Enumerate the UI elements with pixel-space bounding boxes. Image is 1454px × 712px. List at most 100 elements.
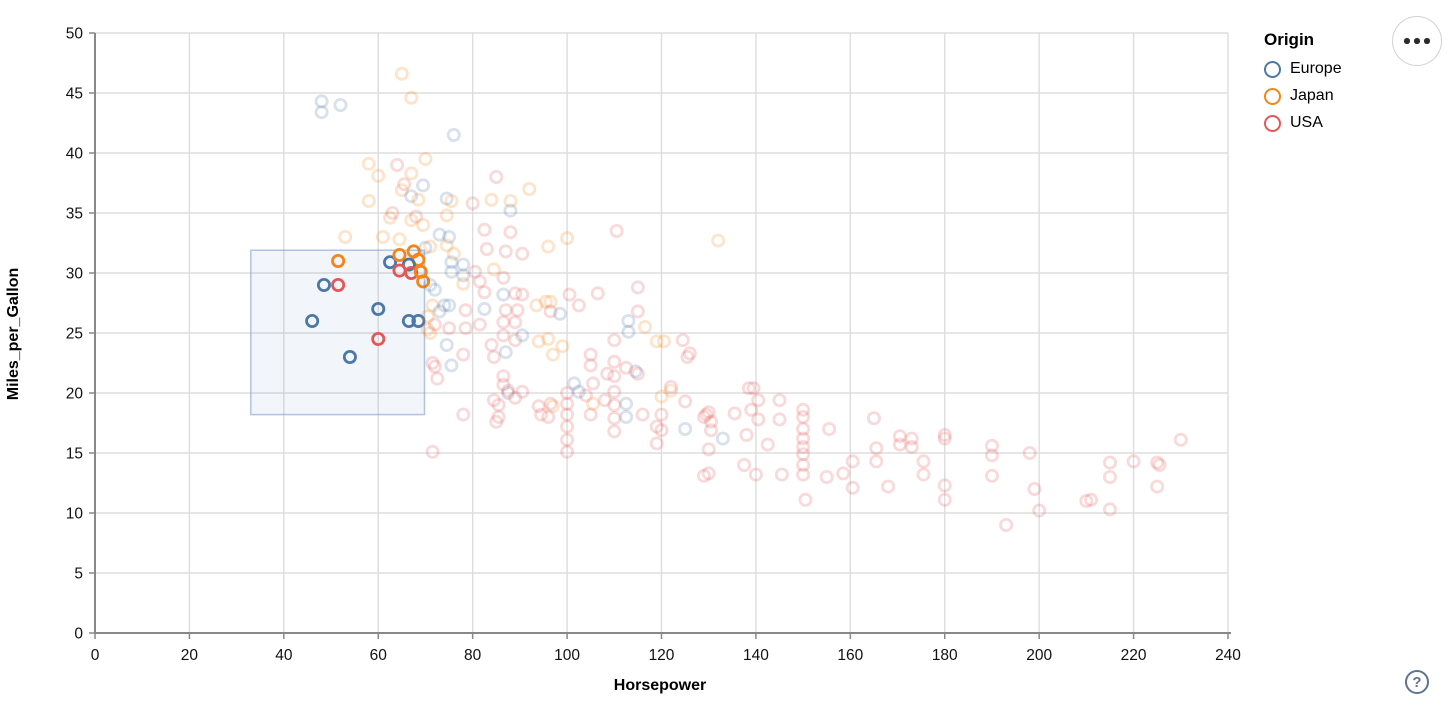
data-point	[383, 255, 398, 270]
data-point	[796, 409, 811, 424]
help-button[interactable]: ?	[1405, 670, 1429, 694]
data-point	[796, 421, 811, 436]
data-point	[423, 277, 438, 292]
data-point	[663, 383, 678, 398]
data-point	[560, 385, 575, 400]
data-point	[496, 315, 511, 330]
data-point	[621, 324, 636, 339]
data-point	[796, 439, 811, 454]
data-point	[727, 406, 742, 421]
data-point	[892, 437, 907, 452]
data-point	[397, 177, 412, 192]
data-point	[796, 402, 811, 417]
data-point	[498, 303, 513, 318]
data-point	[562, 287, 577, 302]
data-point	[411, 192, 426, 207]
data-point	[515, 246, 530, 261]
data-point	[999, 518, 1014, 533]
data-point	[1027, 481, 1042, 496]
data-point	[567, 376, 582, 391]
data-point	[534, 407, 549, 422]
legend: Origin Europe Japan USA	[1264, 30, 1342, 141]
data-point	[704, 414, 719, 429]
data-point	[427, 317, 442, 332]
data-point	[371, 168, 386, 183]
data-point	[439, 337, 454, 352]
x-tick-label: 160	[837, 647, 863, 664]
data-point	[586, 376, 601, 391]
data-point	[866, 411, 881, 426]
data-point	[1084, 492, 1099, 507]
data-point	[796, 447, 811, 462]
data-point	[496, 287, 511, 302]
data-point	[796, 457, 811, 472]
data-point	[515, 287, 530, 302]
data-point	[404, 189, 419, 204]
data-point	[508, 286, 523, 301]
x-tick-label: 100	[554, 647, 580, 664]
data-point	[649, 419, 664, 434]
y-tick-label: 50	[66, 26, 84, 43]
actions-menu-button[interactable]	[1392, 16, 1442, 66]
data-point	[477, 285, 492, 300]
legend-item-usa: USA	[1264, 114, 1342, 132]
data-point	[586, 396, 601, 411]
data-points	[305, 66, 1188, 533]
data-point	[401, 313, 416, 328]
data-point	[316, 277, 331, 292]
data-point	[446, 127, 461, 142]
data-point	[819, 469, 834, 484]
data-point	[446, 246, 461, 261]
data-point	[772, 393, 787, 408]
data-point	[439, 238, 454, 253]
data-point	[458, 303, 473, 318]
data-point	[390, 157, 405, 172]
data-point	[432, 227, 447, 242]
data-point	[486, 349, 501, 364]
data-point	[892, 429, 907, 444]
x-tick-label: 240	[1215, 647, 1241, 664]
data-point	[515, 328, 530, 343]
brush-selection[interactable]	[250, 249, 426, 416]
x-tick-label: 60	[370, 647, 388, 664]
data-point	[342, 349, 357, 364]
y-tick-label: 30	[66, 266, 84, 283]
legend-title: Origin	[1264, 30, 1315, 49]
data-point	[597, 393, 612, 408]
data-point	[538, 294, 553, 309]
data-point	[560, 396, 575, 411]
data-point	[444, 358, 459, 373]
data-point	[522, 181, 537, 196]
data-point	[442, 321, 457, 336]
data-point	[498, 345, 513, 360]
data-point	[503, 225, 518, 240]
ellipsis-icon	[1404, 38, 1430, 44]
legend-item-europe: Europe	[1264, 60, 1342, 78]
data-point	[361, 193, 376, 208]
data-point	[583, 407, 598, 422]
data-point	[560, 419, 575, 434]
data-point	[751, 393, 766, 408]
data-point	[744, 402, 759, 417]
x-tick-label: 80	[464, 647, 482, 664]
japan-ring-icon	[1264, 87, 1281, 105]
data-point	[635, 407, 650, 422]
data-point	[401, 257, 416, 272]
data-point	[456, 347, 471, 362]
data-point	[437, 298, 452, 313]
brush-rect[interactable]	[250, 249, 426, 416]
data-point	[508, 333, 523, 348]
data-point	[1102, 502, 1117, 517]
y-tick-label: 0	[74, 626, 83, 643]
x-tick-label: 180	[932, 647, 958, 664]
data-point	[489, 169, 504, 184]
data-point	[314, 105, 329, 120]
data-point	[739, 427, 754, 442]
data-point	[331, 253, 346, 268]
data-point	[420, 322, 435, 337]
data-point	[578, 388, 593, 403]
data-point	[491, 409, 506, 424]
data-point	[675, 333, 690, 348]
data-point	[361, 156, 376, 171]
